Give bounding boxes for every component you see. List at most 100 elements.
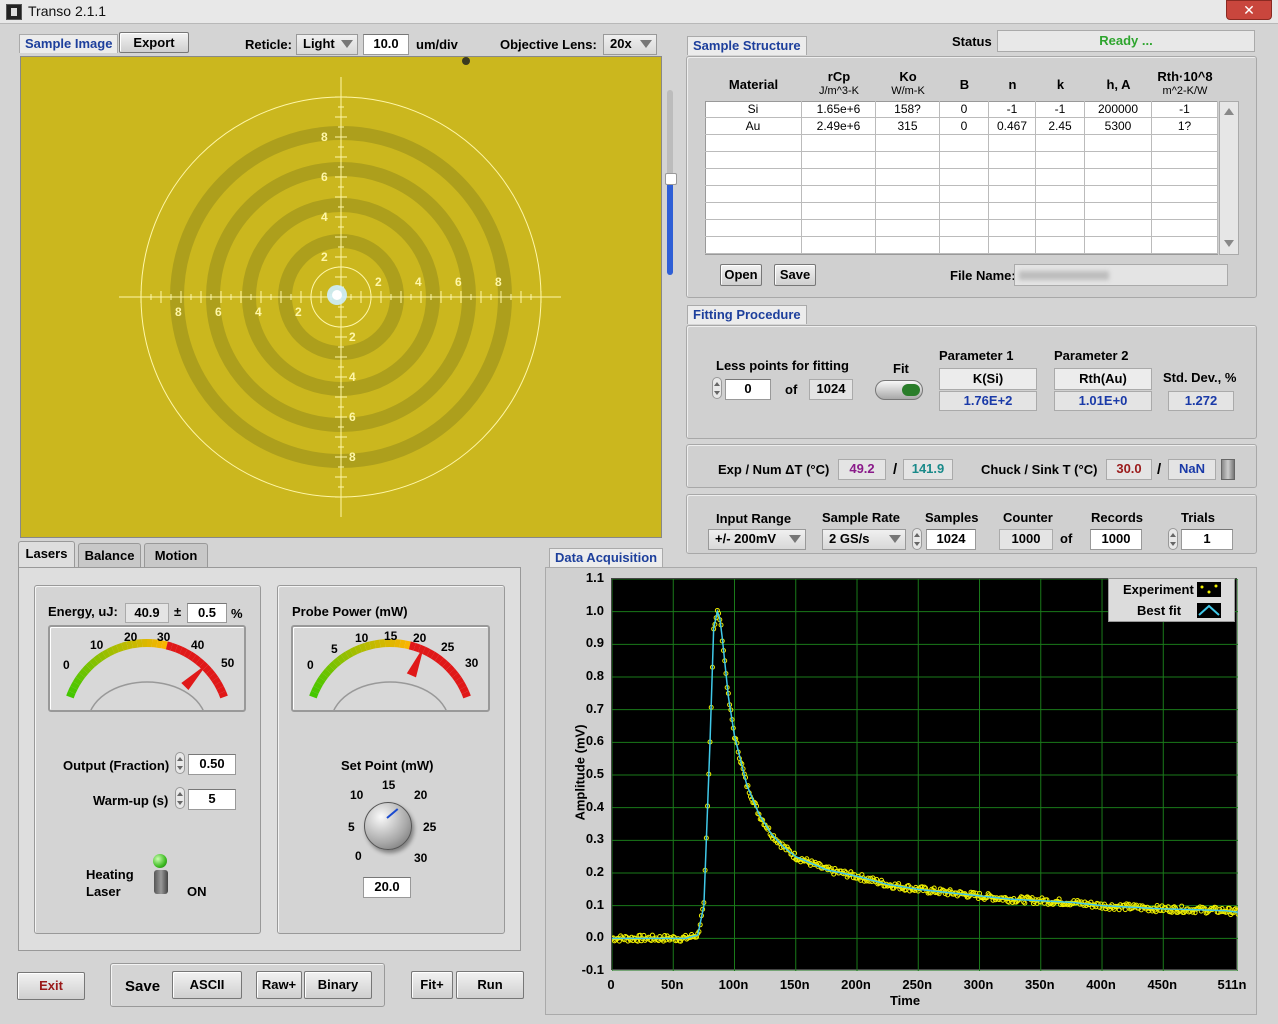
legend-experiment-swatch[interactable] (1197, 582, 1221, 597)
table-cell[interactable]: -1 (989, 101, 1036, 118)
table-cell[interactable] (705, 186, 802, 203)
table-cell[interactable] (1036, 152, 1085, 169)
table-cell[interactable] (1085, 203, 1152, 220)
output-fraction-input[interactable]: 0.50 (188, 754, 236, 775)
output-fraction-stepper[interactable] (175, 752, 185, 774)
table-cell[interactable] (940, 237, 989, 254)
table-cell[interactable] (705, 152, 802, 169)
table-cell[interactable] (940, 203, 989, 220)
table-cell[interactable] (989, 169, 1036, 186)
table-cell[interactable]: -1 (1152, 101, 1218, 118)
scroll-up-icon[interactable] (1224, 108, 1234, 115)
table-cell[interactable] (1036, 203, 1085, 220)
warmup-input[interactable]: 5 (188, 789, 236, 810)
file-name-field[interactable] (1014, 264, 1228, 286)
heating-laser-toggle[interactable] (154, 870, 168, 894)
table-cell[interactable] (1152, 169, 1218, 186)
table-cell[interactable] (1152, 203, 1218, 220)
table-cell[interactable]: 5300 (1085, 118, 1152, 135)
binary-button[interactable]: Binary (304, 971, 372, 999)
objective-lens-select[interactable]: 20x (603, 34, 657, 55)
run-button[interactable]: Run (456, 971, 524, 999)
reticle-select[interactable]: Light (296, 34, 358, 55)
samples-input[interactable]: 1024 (926, 529, 976, 550)
scroll-down-icon[interactable] (1224, 240, 1234, 247)
table-cell[interactable] (876, 186, 940, 203)
fit-plus-button[interactable]: Fit+ (411, 971, 453, 999)
table-cell[interactable]: 2.45 (1036, 118, 1085, 135)
table-cell[interactable] (940, 152, 989, 169)
tab-balance[interactable]: Balance (78, 543, 141, 568)
raw-plus-button[interactable]: Raw+ (256, 971, 302, 999)
table-cell[interactable] (1085, 152, 1152, 169)
sample-image-view[interactable]: 2 4 6 8 2 4 6 8 2 4 6 8 2 4 6 8 (20, 56, 662, 538)
table-cell[interactable] (1152, 237, 1218, 254)
table-cell[interactable] (876, 220, 940, 237)
table-cell[interactable]: 0 (940, 118, 989, 135)
table-cell[interactable] (705, 169, 802, 186)
table-cell[interactable] (989, 203, 1036, 220)
table-cell[interactable] (989, 186, 1036, 203)
tab-lasers[interactable]: Lasers (18, 541, 75, 568)
table-cell[interactable] (1036, 186, 1085, 203)
table-cell[interactable] (989, 220, 1036, 237)
fit-toggle-button[interactable] (875, 380, 923, 400)
table-cell[interactable] (989, 237, 1036, 254)
set-point-knob[interactable] (364, 802, 412, 850)
less-points-input[interactable]: 0 (725, 379, 771, 400)
table-scrollbar[interactable] (1219, 101, 1239, 255)
open-button[interactable]: Open (720, 264, 762, 286)
table-cell[interactable]: Au (705, 118, 802, 135)
table-cell[interactable] (705, 203, 802, 220)
table-cell[interactable] (1152, 186, 1218, 203)
table-cell[interactable]: 200000 (1085, 101, 1152, 118)
zoom-slider-handle[interactable] (665, 173, 677, 185)
table-cell[interactable] (940, 135, 989, 152)
trials-input[interactable]: 1 (1181, 529, 1233, 550)
save-structure-button[interactable]: Save (774, 264, 816, 286)
table-cell[interactable] (876, 152, 940, 169)
table-cell[interactable] (989, 152, 1036, 169)
table-cell[interactable] (1085, 237, 1152, 254)
table-cell[interactable] (1036, 169, 1085, 186)
table-cell[interactable] (802, 203, 876, 220)
warmup-stepper[interactable] (175, 787, 185, 809)
table-cell[interactable] (876, 169, 940, 186)
table-cell[interactable] (705, 135, 802, 152)
table-cell[interactable]: Si (705, 101, 802, 118)
table-cell[interactable] (989, 135, 1036, 152)
sample-rate-select[interactable]: 2 GS/s (822, 529, 906, 550)
table-cell[interactable] (802, 135, 876, 152)
table-cell[interactable]: 1? (1152, 118, 1218, 135)
less-points-stepper[interactable] (712, 377, 722, 399)
table-cell[interactable] (1085, 186, 1152, 203)
input-range-select[interactable]: +/- 200mV (708, 529, 806, 550)
ascii-button[interactable]: ASCII (172, 971, 242, 999)
table-cell[interactable] (876, 237, 940, 254)
trials-stepper[interactable] (1168, 528, 1178, 550)
amplitude-plot[interactable] (609, 578, 1241, 972)
table-cell[interactable]: 315 (876, 118, 940, 135)
table-cell[interactable] (802, 220, 876, 237)
table-cell[interactable] (802, 152, 876, 169)
table-cell[interactable] (1085, 169, 1152, 186)
table-cell[interactable] (1085, 135, 1152, 152)
table-cell[interactable] (802, 169, 876, 186)
legend-fit-swatch[interactable] (1197, 603, 1221, 618)
table-cell[interactable] (1085, 220, 1152, 237)
table-cell[interactable] (876, 135, 940, 152)
set-point-input[interactable]: 20.0 (363, 877, 411, 898)
sample-rate-stepper[interactable] (912, 528, 922, 550)
material-table[interactable] (705, 101, 1218, 255)
table-cell[interactable]: 2.49e+6 (802, 118, 876, 135)
table-cell[interactable] (1036, 135, 1085, 152)
export-button[interactable]: Export (119, 32, 189, 53)
table-cell[interactable] (1036, 237, 1085, 254)
table-cell[interactable] (940, 186, 989, 203)
parameter1-name[interactable]: K(Si) (939, 368, 1037, 390)
table-cell[interactable] (940, 220, 989, 237)
table-cell[interactable] (1152, 220, 1218, 237)
table-cell[interactable]: -1 (1036, 101, 1085, 118)
sample-image-tab[interactable]: Sample Image (19, 34, 119, 53)
parameter2-name[interactable]: Rth(Au) (1054, 368, 1152, 390)
